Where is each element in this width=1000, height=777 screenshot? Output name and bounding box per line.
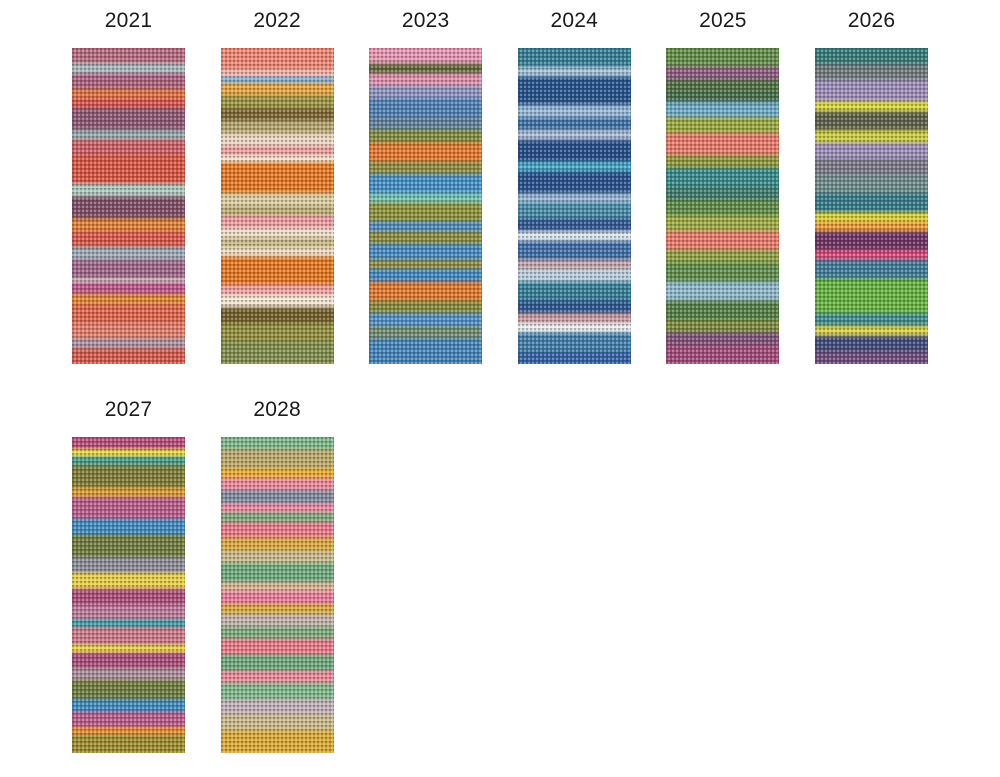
yarn-knit-swatch-image <box>72 437 185 753</box>
colorway-number-label: 2023 <box>401 9 450 32</box>
colorway-card: 2027 <box>72 399 185 753</box>
colorway-card: 2021 <box>72 10 185 364</box>
swatch-row-bottom: 2027 2028 <box>72 399 334 753</box>
colorway-card: 2028 <box>220 398 334 753</box>
yarn-knit-swatch-image <box>814 48 928 364</box>
yarn-knit-swatch-image <box>666 48 780 364</box>
swatch-row-top: 2021 2022 2023 2024 2025 2026 <box>72 10 928 364</box>
yarn-knit-swatch-image <box>369 48 483 364</box>
colorway-number-label: 2028 <box>253 398 301 421</box>
yarn-knit-swatch-image <box>72 48 185 364</box>
yarn-knit-swatch-image <box>220 437 334 753</box>
colorway-card: 2024 <box>517 9 631 364</box>
colorway-card: 2022 <box>220 9 334 364</box>
yarn-knit-swatch-image <box>220 48 334 364</box>
colorway-number-label: 2024 <box>550 9 599 32</box>
colorway-card: 2026 <box>814 9 928 364</box>
colorway-number-label: 2021 <box>104 9 153 32</box>
yarn-knit-swatch-image <box>517 48 631 364</box>
colorway-number-label: 2022 <box>253 9 301 32</box>
colorway-number-label: 2026 <box>847 9 896 32</box>
colorway-number-label: 2025 <box>699 9 747 32</box>
colorway-card: 2025 <box>666 9 780 364</box>
colorway-card: 2023 <box>369 9 483 364</box>
colorway-number-label: 2027 <box>104 398 153 421</box>
